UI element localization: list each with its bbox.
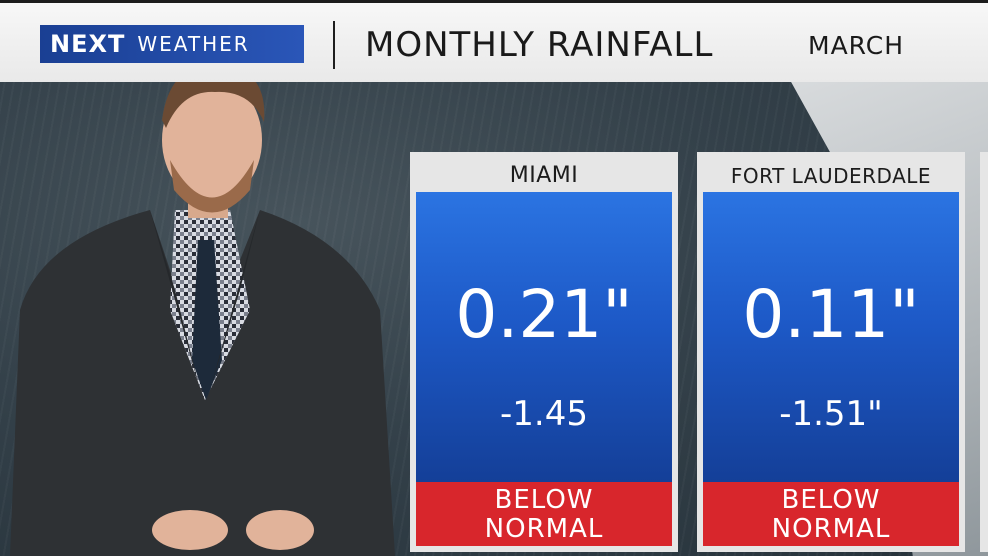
rainfall-departure: -1.45 [500, 394, 588, 434]
card-value-panel: 0.21" -1.45 [416, 192, 672, 482]
status-badge: BELOW NORMAL [416, 482, 672, 546]
page-title: MONTHLY RAINFALL [365, 25, 714, 65]
card-city-name: MIAMI [509, 163, 579, 188]
rainfall-amount: 0.11" [742, 276, 920, 353]
status-line-2: NORMAL [771, 514, 891, 544]
rainfall-card-miami: MIAMI 0.21" -1.45 BELOW NORMAL [410, 152, 678, 552]
status-line-1: BELOW [494, 485, 594, 515]
logo-weather-text: WEATHER [137, 32, 250, 56]
status-line-2: NORMAL [484, 514, 604, 544]
header-divider [333, 21, 335, 69]
next-card-edge [980, 152, 988, 552]
rainfall-departure: -1.51" [779, 394, 883, 434]
status-line-1: BELOW [781, 485, 881, 515]
status-badge: BELOW NORMAL [703, 482, 959, 546]
rainfall-card-fort-lauderdale: FORT LAUDERDALE 0.11" -1.51" BELOW NORMA… [697, 152, 965, 552]
logo-next-text: NEXT [50, 30, 126, 58]
month-label: MARCH [808, 31, 905, 60]
card-city-name: FORT LAUDERDALE [730, 164, 932, 188]
rainfall-amount: 0.21" [455, 276, 633, 353]
card-value-panel: 0.11" -1.51" [703, 192, 959, 482]
next-weather-logo: NEXT WEATHER [40, 25, 304, 63]
header-bar: NEXT WEATHER MONTHLY RAINFALL MARCH [0, 0, 988, 82]
presenter-figure [10, 65, 395, 556]
